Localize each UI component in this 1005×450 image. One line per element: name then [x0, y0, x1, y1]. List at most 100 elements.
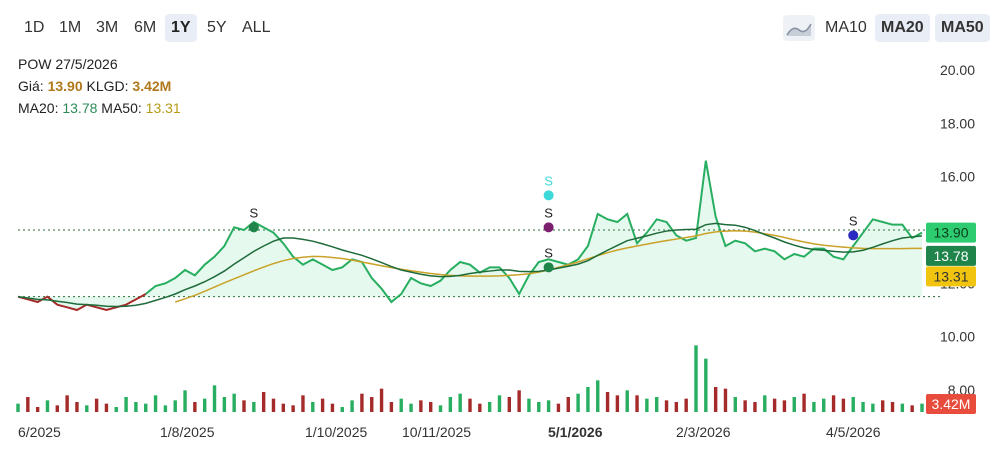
volume-bar: [75, 402, 79, 412]
volume-bar: [193, 402, 197, 412]
volume-bar: [114, 407, 118, 412]
range-all-button[interactable]: ALL: [242, 19, 271, 36]
volume-bar: [851, 397, 855, 412]
y-tick-label: 16.00: [940, 169, 975, 185]
range-1m-button[interactable]: 1M: [59, 19, 82, 36]
volume-bar: [16, 403, 20, 412]
volume-bar: [222, 397, 227, 412]
price-volume-line: Giá: 13.90 KLGD: 3.42M: [18, 78, 171, 94]
signal-marker: [543, 190, 554, 201]
volume-bar: [861, 402, 865, 412]
volume-bar: [792, 397, 796, 412]
volume-bar: [871, 403, 875, 412]
volume-bar: [144, 403, 148, 412]
ma50-badge-bg: [926, 266, 976, 287]
volume-bar: [615, 395, 620, 412]
volume-value: 3.42M: [132, 78, 172, 94]
volume-bar: [242, 400, 246, 412]
range-3m-button[interactable]: 3M: [96, 19, 119, 36]
volume-bar: [704, 358, 708, 412]
volume-bar: [350, 400, 354, 412]
range-1y-button[interactable]: 1Y: [165, 14, 197, 42]
ma10-button[interactable]: MA10: [825, 19, 867, 36]
range-5y-button[interactable]: 5Y: [207, 19, 227, 36]
volume-bar: [507, 397, 512, 412]
volume-bar: [448, 397, 453, 412]
volume-bar: [831, 395, 836, 412]
volume-bar: [890, 402, 895, 412]
signal-label: S: [544, 173, 553, 188]
signal-marker: [248, 222, 259, 233]
volume-bar: [202, 398, 207, 412]
signal-label: S: [544, 245, 553, 260]
volume-bar: [497, 395, 502, 412]
volume-bar: [782, 400, 787, 412]
volume-bar: [910, 405, 914, 412]
volume-bar: [153, 395, 158, 412]
volume-bar: [880, 400, 885, 412]
price-line-down: [17, 293, 147, 312]
price-line-up: [145, 160, 923, 304]
signal-label: S: [544, 205, 553, 220]
y-tick-label: 8.00: [948, 382, 975, 398]
volume-bar: [596, 380, 600, 412]
volume-bar: [301, 395, 305, 412]
volume-bar: [576, 393, 580, 412]
volume-bar: [537, 402, 541, 412]
volume-bar: [527, 398, 531, 412]
volume-bar: [556, 403, 561, 412]
volume-bar: [478, 403, 482, 412]
ma20-button[interactable]: MA20: [875, 14, 930, 42]
volume-bar: [468, 398, 472, 412]
volume-bar: [94, 398, 99, 412]
x-tick-label: 1/10/2025: [305, 424, 367, 440]
volume-badge-bg: [926, 394, 976, 414]
volume-bar: [713, 387, 718, 412]
volume-bar: [605, 392, 610, 412]
y-tick-label: 18.00: [940, 115, 975, 131]
volume-bar: [684, 398, 688, 412]
volume-bar: [379, 388, 384, 412]
x-tick-label: 2/3/2026: [676, 424, 731, 440]
volume-bar: [841, 398, 846, 412]
volume-bar: [163, 405, 168, 412]
volume-bar: [635, 395, 639, 412]
x-tick-label: 10/11/2025: [402, 424, 471, 440]
range-6m-button[interactable]: 6M: [134, 19, 157, 36]
signal-label: S: [849, 213, 858, 228]
volume-bar: [399, 398, 403, 412]
volume-badge: 3.42M: [932, 396, 971, 412]
volume-bar: [566, 397, 570, 412]
volume-bar: [85, 405, 89, 412]
ma20-label: MA20:: [18, 100, 59, 116]
price-badge-bg: [926, 222, 976, 243]
volume-bar: [586, 387, 590, 412]
volume-bar: [694, 345, 698, 412]
volume-bar: [428, 402, 433, 412]
ma-line: MA20: 13.78 MA50: 13.31: [18, 100, 181, 116]
area-chart-icon: [786, 23, 812, 36]
volume-bar: [45, 400, 50, 412]
volume-bar: [35, 407, 40, 412]
volume-bar: [104, 403, 109, 412]
area-chart-toggle-button[interactable]: [783, 15, 815, 41]
y-tick-label: 14.00: [940, 222, 975, 238]
x-tick-label: 1/8/2025: [160, 424, 215, 440]
signal-label: S: [249, 205, 258, 220]
range-1d-button[interactable]: 1D: [24, 19, 45, 36]
volume-bar: [664, 400, 669, 412]
ma20-value: 13.78: [62, 100, 98, 116]
volume-label: KLGD:: [86, 78, 129, 94]
volume-bar: [812, 402, 816, 412]
volume-bar: [419, 400, 423, 412]
ma50-button[interactable]: MA50: [935, 14, 990, 42]
volume-bar: [674, 402, 679, 412]
volume-bar: [389, 402, 394, 412]
signal-marker: [543, 262, 554, 273]
volume-bar: [271, 398, 276, 412]
ma50-label: MA50:: [101, 100, 142, 116]
signal-marker: [848, 230, 859, 241]
volume-bar: [291, 405, 295, 412]
ma20-line: [17, 222, 923, 308]
